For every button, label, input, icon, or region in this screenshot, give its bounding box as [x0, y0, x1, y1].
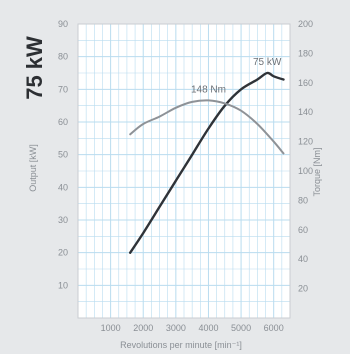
right-tick-label: 80 — [298, 195, 308, 205]
x-axis-label: Revolutions per minute [min⁻¹] — [120, 340, 242, 350]
series-lines — [129, 71, 285, 254]
right-tick-label: 180 — [298, 48, 313, 58]
left-tick-label: 60 — [58, 117, 68, 127]
x-axis-ticks: 1000 2000 3000 4000 5000 6000 — [101, 323, 284, 333]
left-tick-label: 30 — [58, 215, 68, 225]
left-axis-label: Output [kW] — [28, 144, 38, 192]
plot-border — [77, 23, 291, 319]
annotations: 148 Nm 75 kW — [191, 57, 282, 95]
left-axis-ticks: 10 20 30 40 50 60 70 80 90 — [58, 19, 68, 290]
right-axis-ticks: 20 40 60 80 100 120 140 160 180 200 — [298, 19, 313, 294]
right-tick-label: 200 — [298, 19, 313, 29]
output-peak-label: 75 kW — [253, 57, 282, 68]
right-tick-label: 120 — [298, 137, 313, 147]
x-tick-label: 1000 — [101, 323, 121, 333]
right-tick-label: 160 — [298, 78, 313, 88]
left-tick-label: 70 — [58, 84, 68, 94]
right-axis-label: Torque [Nm] — [312, 147, 322, 196]
x-tick-label: 6000 — [264, 323, 284, 333]
left-tick-label: 50 — [58, 150, 68, 160]
left-tick-label: 80 — [58, 52, 68, 62]
x-tick-label: 4000 — [198, 323, 218, 333]
x-tick-label: 3000 — [166, 323, 186, 333]
right-tick-label: 40 — [298, 254, 308, 264]
x-tick-label: 2000 — [133, 323, 153, 333]
left-tick-label: 10 — [58, 280, 68, 290]
right-tick-label: 60 — [298, 225, 308, 235]
right-tick-label: 140 — [298, 107, 313, 117]
left-tick-label: 20 — [58, 248, 68, 258]
output-line — [129, 71, 285, 254]
grid — [77, 23, 291, 319]
right-tick-label: 20 — [298, 284, 308, 294]
power-headline: 75 kW — [22, 36, 47, 100]
left-tick-label: 40 — [58, 182, 68, 192]
left-tick-label: 90 — [58, 19, 68, 29]
right-tick-label: 100 — [298, 166, 313, 176]
torque-peak-label: 148 Nm — [191, 84, 226, 95]
torque-line — [129, 99, 285, 155]
x-tick-label: 5000 — [231, 323, 251, 333]
